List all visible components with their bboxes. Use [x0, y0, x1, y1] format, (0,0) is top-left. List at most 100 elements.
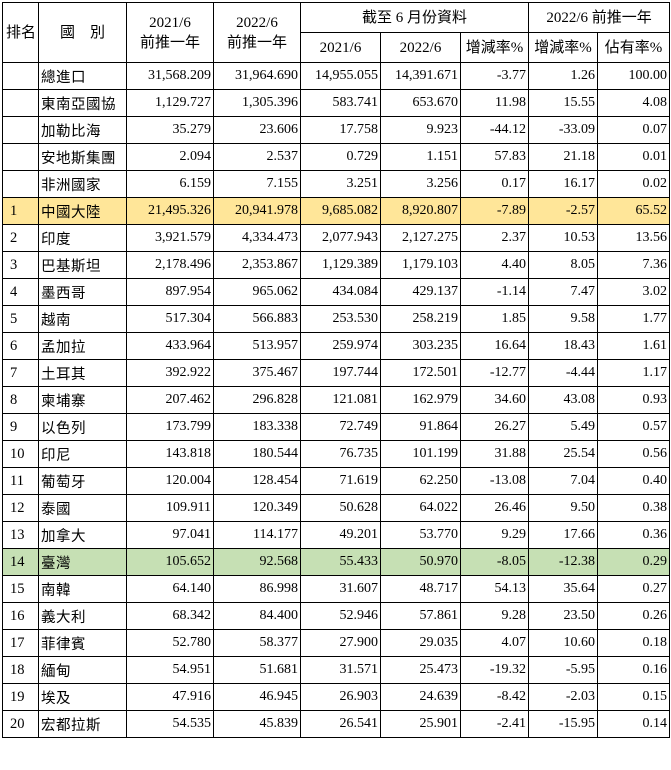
cell-trailing-share: 100.00 — [597, 62, 671, 90]
cell-trailing-change: 17.66 — [528, 521, 599, 549]
cell-trailing-change: -2.57 — [528, 197, 599, 225]
cell-trailing-share: 0.93 — [597, 386, 671, 414]
header-2022-sub: 前推一年 — [226, 34, 287, 51]
cell-rank: 4 — [2, 278, 39, 306]
cell-country: 印尼 — [38, 440, 127, 468]
cell-trailing-share: 0.29 — [597, 548, 671, 576]
table-row: 5 越南 517.304 566.883 253.530 258.219 1.8… — [2, 305, 671, 333]
cell-ytd-2022: 64.022 — [380, 494, 461, 522]
cell-ytd-2021: 2,077.943 — [300, 224, 381, 252]
cell-country: 孟加拉 — [38, 332, 127, 360]
cell-trailing-change: -12.38 — [528, 548, 599, 576]
import-ranking-table: 排名 國 別 2021/6 前推一年 2022/6 前推一年 截至 6 月份資料… — [2, 2, 671, 738]
cell-ytd-2021: 26.541 — [300, 710, 381, 738]
cell-2022-trailing: 2.537 — [213, 143, 301, 171]
cell-ytd-change: -12.77 — [459, 359, 530, 387]
cell-ytd-2022: 101.199 — [380, 440, 461, 468]
table-row: 16 義大利 68.342 84.400 52.946 57.861 9.28 … — [2, 602, 671, 630]
cell-rank: 16 — [2, 602, 39, 630]
cell-ytd-2022: 48.717 — [380, 575, 461, 603]
cell-ytd-2021: 26.903 — [300, 683, 381, 711]
cell-ytd-2021: 71.619 — [300, 467, 381, 495]
table-row: 3 巴基斯坦 2,178.496 2,353.867 1,129.389 1,1… — [2, 251, 671, 279]
cell-ytd-change: 4.07 — [459, 629, 530, 657]
cell-country: 非洲國家 — [38, 170, 127, 198]
cell-trailing-share: 0.07 — [597, 116, 671, 144]
header-2022-trailing: 2022/6 前推一年 — [213, 2, 301, 63]
cell-trailing-change: 1.26 — [528, 62, 599, 90]
cell-2022-trailing: 1,305.396 — [213, 89, 301, 117]
cell-ytd-change: 9.28 — [459, 602, 530, 630]
cell-country: 加拿大 — [38, 521, 127, 549]
cell-ytd-2021: 121.081 — [300, 386, 381, 414]
cell-trailing-share: 0.38 — [597, 494, 671, 522]
cell-trailing-share: 0.27 — [597, 575, 671, 603]
cell-ytd-change: -2.41 — [459, 710, 530, 738]
cell-trailing-change: 10.53 — [528, 224, 599, 252]
header-trailing-change: 增減率% — [528, 32, 599, 63]
cell-ytd-2021: 72.749 — [300, 413, 381, 441]
cell-rank: 18 — [2, 656, 39, 684]
cell-trailing-change: 10.60 — [528, 629, 599, 657]
cell-rank: 19 — [2, 683, 39, 711]
cell-rank: 5 — [2, 305, 39, 333]
cell-trailing-share: 0.01 — [597, 143, 671, 171]
cell-2022-trailing: 4,334.473 — [213, 224, 301, 252]
cell-ytd-change: 0.17 — [459, 170, 530, 198]
cell-2021-trailing: 64.140 — [126, 575, 214, 603]
cell-trailing-change: 7.47 — [528, 278, 599, 306]
cell-2022-trailing: 2,353.867 — [213, 251, 301, 279]
cell-2022-trailing: 513.957 — [213, 332, 301, 360]
cell-rank — [2, 143, 39, 171]
cell-2021-trailing: 54.951 — [126, 656, 214, 684]
cell-trailing-share: 0.14 — [597, 710, 671, 738]
cell-rank: 10 — [2, 440, 39, 468]
table-row: 安地斯集團 2.094 2.537 0.729 1.151 57.83 21.1… — [2, 143, 671, 171]
table-row: 6 孟加拉 433.964 513.957 259.974 303.235 16… — [2, 332, 671, 360]
table-row: 東南亞國協 1,129.727 1,305.396 583.741 653.67… — [2, 89, 671, 117]
table-header: 排名 國 別 2021/6 前推一年 2022/6 前推一年 截至 6 月份資料… — [2, 2, 671, 63]
cell-ytd-2022: 653.670 — [380, 89, 461, 117]
cell-country: 宏都拉斯 — [38, 710, 127, 738]
cell-ytd-2022: 172.501 — [380, 359, 461, 387]
cell-2021-trailing: 173.799 — [126, 413, 214, 441]
cell-ytd-change: -8.05 — [459, 548, 530, 576]
table-row: 8 柬埔寨 207.462 296.828 121.081 162.979 34… — [2, 386, 671, 414]
cell-trailing-share: 0.26 — [597, 602, 671, 630]
header-ytd-change: 增減率% — [459, 32, 530, 63]
cell-trailing-change: -5.95 — [528, 656, 599, 684]
cell-ytd-2021: 583.741 — [300, 89, 381, 117]
cell-ytd-change: 26.46 — [459, 494, 530, 522]
cell-country: 臺灣 — [38, 548, 127, 576]
cell-trailing-share: 3.02 — [597, 278, 671, 306]
table-row: 12 泰國 109.911 120.349 50.628 64.022 26.4… — [2, 494, 671, 522]
cell-ytd-2021: 253.530 — [300, 305, 381, 333]
cell-ytd-2021: 31.607 — [300, 575, 381, 603]
cell-trailing-change: -2.03 — [528, 683, 599, 711]
cell-ytd-change: 57.83 — [459, 143, 530, 171]
cell-2022-trailing: 296.828 — [213, 386, 301, 414]
header-2021-year: 2021/6 — [149, 14, 191, 31]
cell-trailing-change: 35.64 — [528, 575, 599, 603]
table-row: 14 臺灣 105.652 92.568 55.433 50.970 -8.05… — [2, 548, 671, 576]
cell-rank: 14 — [2, 548, 39, 576]
cell-2022-trailing: 375.467 — [213, 359, 301, 387]
cell-country: 葡萄牙 — [38, 467, 127, 495]
cell-ytd-change: 1.85 — [459, 305, 530, 333]
cell-ytd-change: -8.42 — [459, 683, 530, 711]
cell-2021-trailing: 2.094 — [126, 143, 214, 171]
table-body: 總進口 31,568.209 31,964.690 14,955.055 14,… — [2, 62, 671, 738]
cell-2022-trailing: 20,941.978 — [213, 197, 301, 225]
cell-2021-trailing: 35.279 — [126, 116, 214, 144]
cell-2022-trailing: 92.568 — [213, 548, 301, 576]
header-group-trailing: 2022/6 前推一年 — [528, 2, 671, 33]
cell-2021-trailing: 433.964 — [126, 332, 214, 360]
cell-ytd-2022: 62.250 — [380, 467, 461, 495]
cell-2021-trailing: 21,495.326 — [126, 197, 214, 225]
table-row: 2 印度 3,921.579 4,334.473 2,077.943 2,127… — [2, 224, 671, 252]
cell-ytd-2022: 162.979 — [380, 386, 461, 414]
cell-trailing-share: 0.18 — [597, 629, 671, 657]
cell-country: 加勒比海 — [38, 116, 127, 144]
cell-trailing-change: 18.43 — [528, 332, 599, 360]
cell-trailing-change: -15.95 — [528, 710, 599, 738]
